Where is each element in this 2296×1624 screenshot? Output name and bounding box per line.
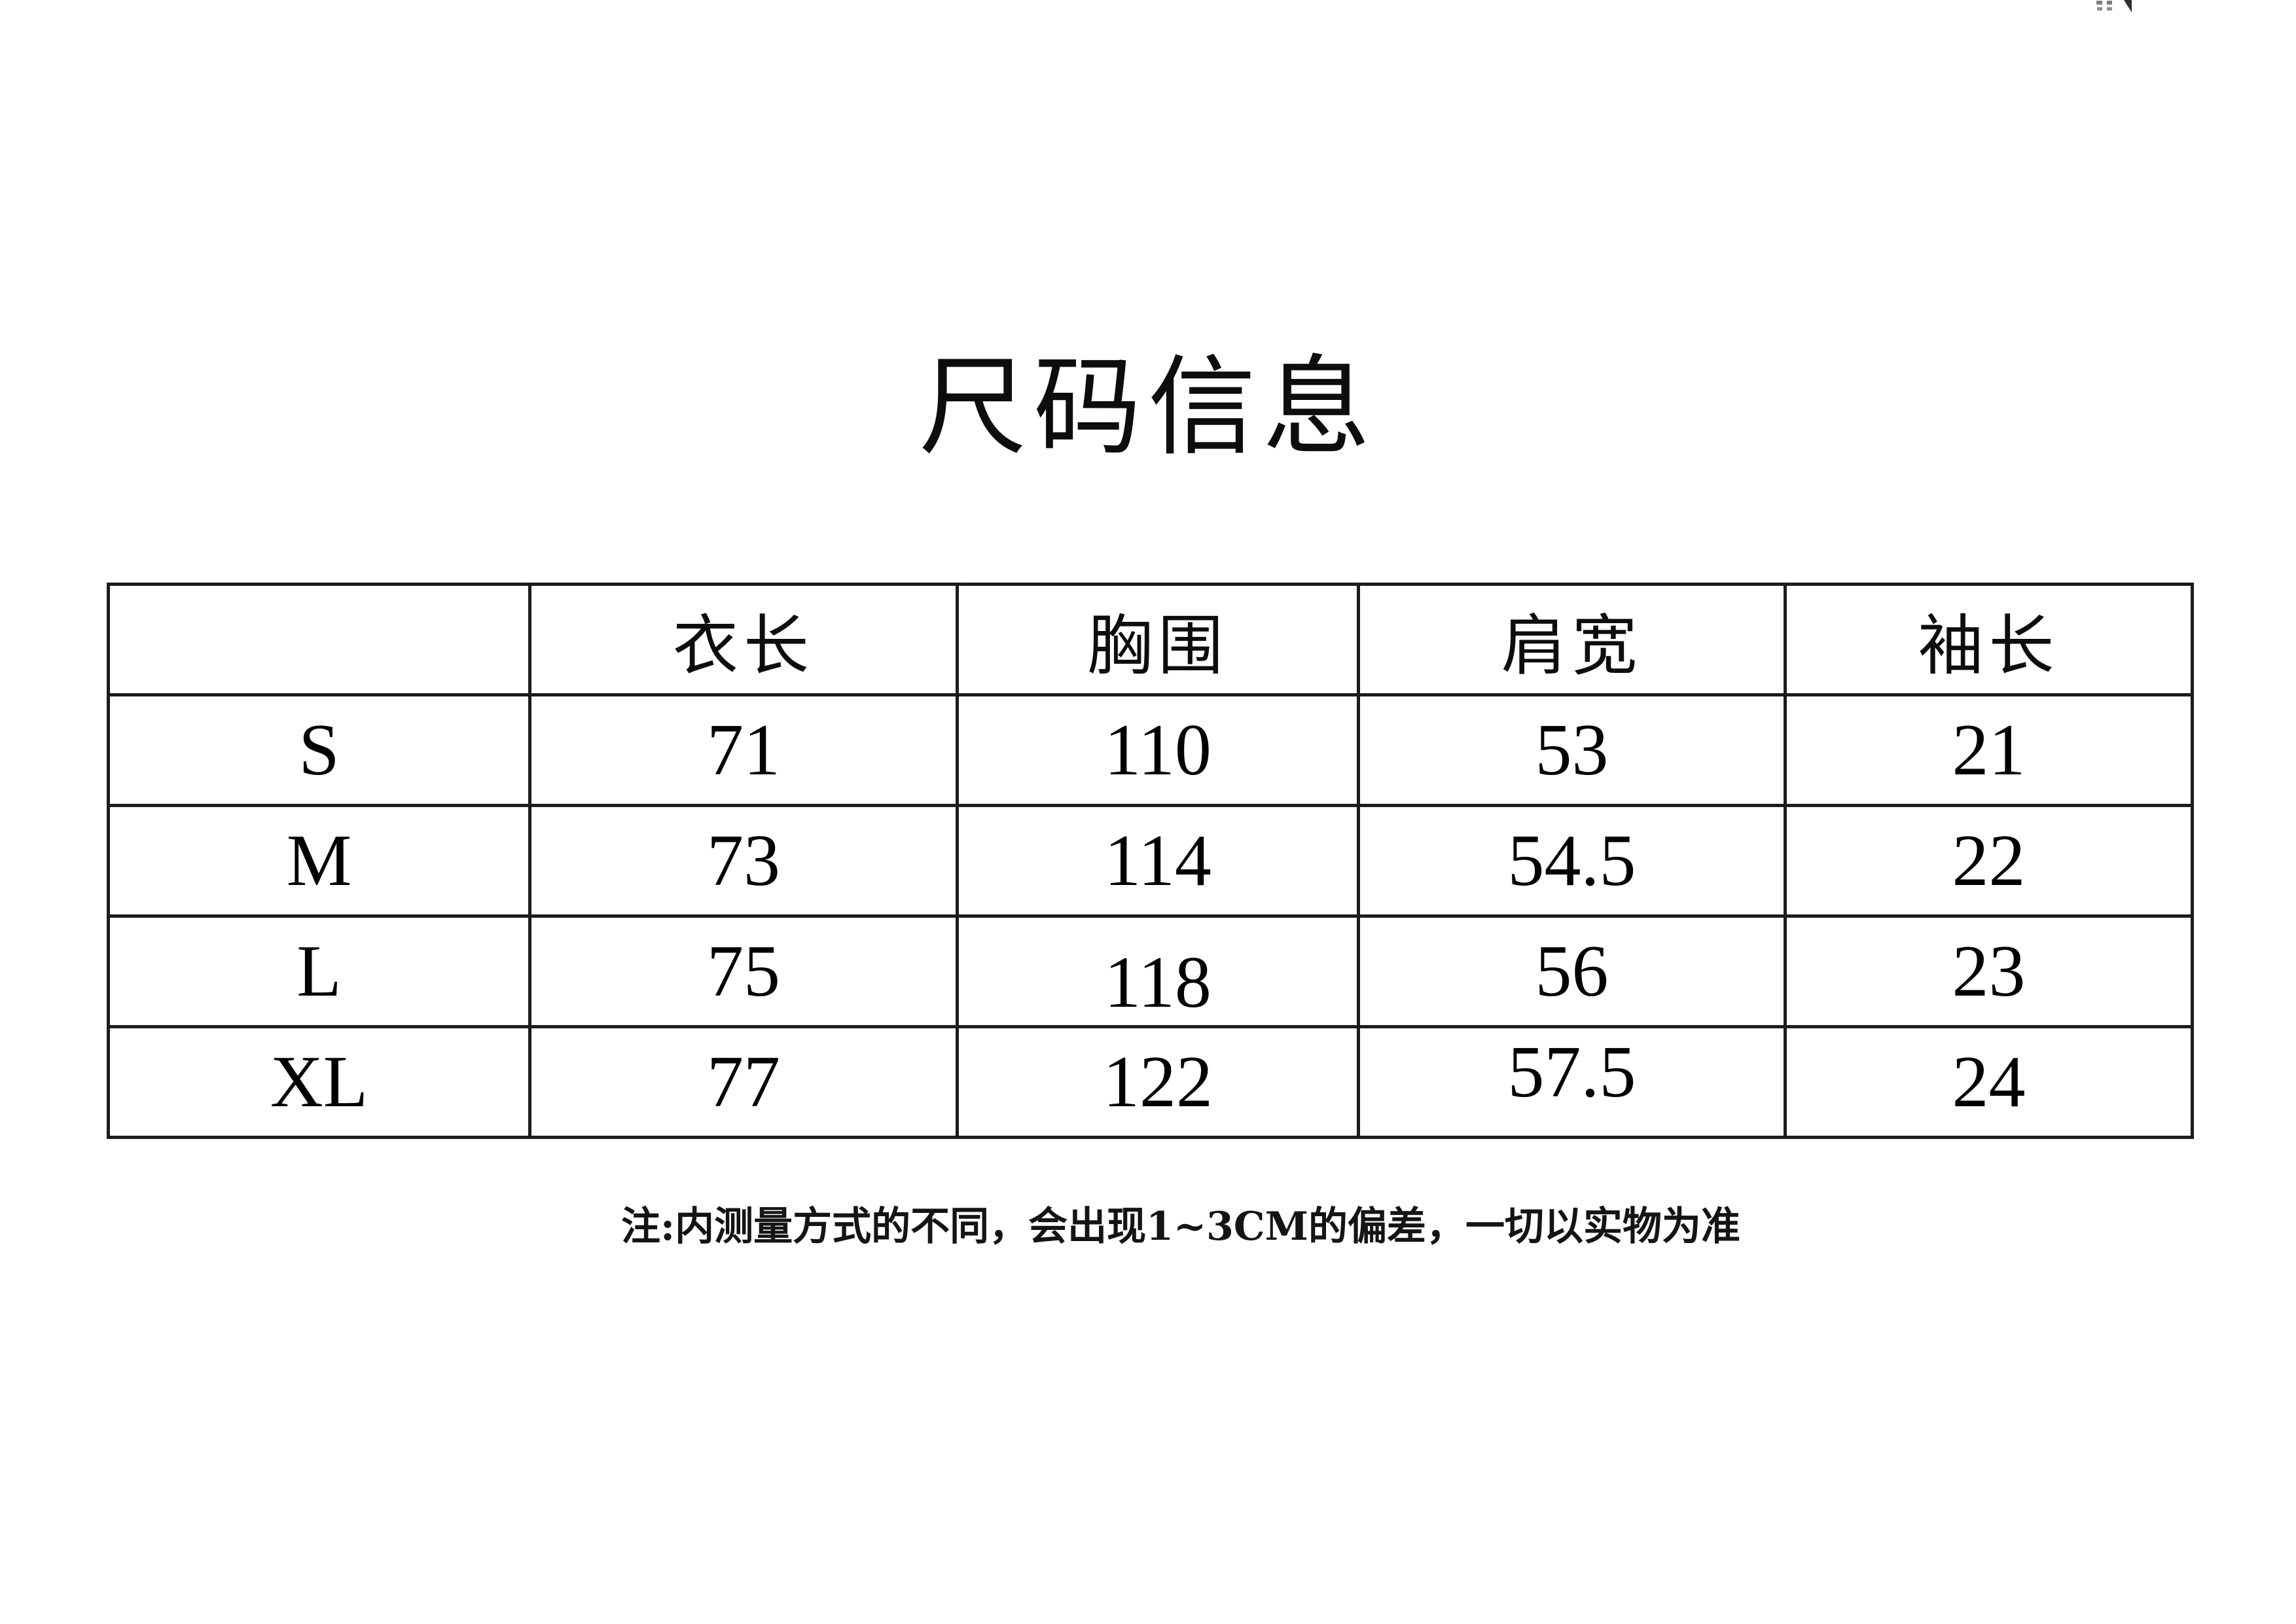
table-row-l: L 75 118 56 23: [107, 914, 2194, 1028]
header-chest: 胸围: [956, 583, 1360, 696]
size-table: 衣长 胸围 肩宽 袖长 S 71 110 53 21 M 73 114 54.5…: [107, 583, 2194, 1139]
artifact-mark: [2097, 7, 2102, 10]
shoulder-width-value: 53: [1357, 693, 1787, 807]
size-label: XL: [107, 1025, 531, 1139]
header-garment-length: 衣长: [528, 583, 959, 696]
top-right-scan-artifact: [2096, 0, 2137, 13]
sleeve-length-value: 23: [1784, 914, 2194, 1028]
garment-length-value: 75: [528, 914, 959, 1028]
header-row: 衣长 胸围 肩宽 袖长: [107, 583, 2194, 696]
size-label: S: [107, 693, 531, 807]
size-label: M: [107, 804, 531, 918]
chest-value: 118: [956, 914, 1360, 1028]
table-row-m: M 73 114 54.5 22: [107, 804, 2194, 918]
size-label: L: [107, 914, 531, 1028]
header-size-blank: [107, 583, 531, 696]
shoulder-width-value: 56: [1357, 914, 1787, 1028]
shoulder-width-value: 57.5: [1357, 1025, 1787, 1139]
chest-value: 114: [956, 804, 1360, 918]
garment-length-value: 77: [528, 1025, 959, 1139]
chest-value: 110: [956, 693, 1360, 807]
garment-length-value: 73: [528, 804, 959, 918]
garment-length-value: 71: [528, 693, 959, 807]
artifact-mark: [2096, 1, 2102, 5]
shoulder-width-value: 54.5: [1357, 804, 1787, 918]
table-row-s: S 71 110 53 21: [107, 693, 2194, 807]
sleeve-length-value: 22: [1784, 804, 2194, 918]
artifact-wedge: [2124, 0, 2132, 12]
header-shoulder-width: 肩宽: [1357, 583, 1787, 696]
sleeve-length-value: 24: [1784, 1025, 2194, 1139]
header-sleeve-length: 袖长: [1784, 583, 2194, 696]
artifact-mark: [2107, 7, 2112, 10]
page-title: 尺码信息: [919, 344, 1377, 470]
chest-value: 122: [956, 1025, 1360, 1139]
table-row-xl: XL 77 122 57.5 24: [107, 1025, 2194, 1139]
artifact-mark: [2107, 1, 2112, 5]
measurement-note: 注:内测量方式的不同，会出现1~3CM的偏差，一切以实物为准: [620, 1204, 1741, 1250]
sleeve-length-value: 21: [1784, 693, 2194, 807]
